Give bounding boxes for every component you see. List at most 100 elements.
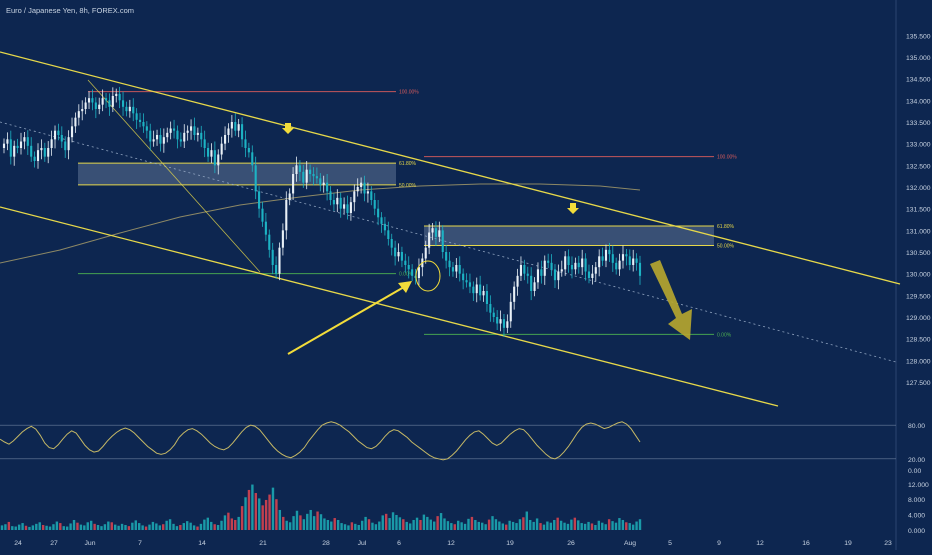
volume-bar [611,521,614,530]
volume-bar [525,511,529,530]
volume-bar [501,523,504,530]
candle [288,193,291,200]
volume-bar [422,514,426,530]
volume-bar [134,520,137,530]
volume-bar [158,525,161,530]
candle [264,221,267,235]
volume-bar [227,512,230,530]
candle [499,319,502,324]
candle [326,182,329,192]
volume-bar [398,517,402,530]
volume-bar [69,523,72,530]
time-tick-label: 28 [322,540,330,547]
volume-bar [415,517,419,530]
volume-bar [14,526,17,530]
volume-bar [446,521,450,530]
candle [594,267,597,274]
volume-bar [93,523,96,530]
volume-bar [432,521,436,530]
volume-bar [563,522,566,530]
volume-bar [21,523,24,530]
volume-bar [481,522,484,530]
candle [135,113,138,120]
candle [472,286,475,294]
candle [400,252,403,261]
volume-bar [515,523,518,530]
price-tick-label: 129.500 [906,293,931,300]
volume-tick-label: 12.000 [908,482,929,489]
candle [169,128,172,133]
candle [213,150,216,166]
volume-bar [275,499,278,530]
volume-bar [535,518,539,530]
volume-bar [258,498,261,530]
volume-bar [391,512,395,530]
volume-bar [175,526,179,530]
volume-bar [244,497,247,530]
time-tick-label: 9 [717,540,721,547]
chart-title: Euro / Japanese Yen, 8h, FOREX.com [6,6,134,15]
candle [509,301,512,322]
volume-bar [384,513,388,530]
candle [30,145,33,157]
candle [149,130,152,142]
candle [166,132,169,138]
candle [540,269,543,276]
volume-bar [196,526,199,530]
lower-trendline [0,206,779,407]
candle [98,104,101,109]
volume-tick-label: 8.000 [908,497,925,504]
candle [343,204,346,209]
candle [581,258,584,268]
candle [638,262,642,276]
candle [40,148,43,151]
volume-bar [347,525,350,530]
candle [502,319,506,328]
volume-bar [628,523,631,530]
candle [516,275,519,287]
candle [278,247,281,274]
candle [315,176,318,179]
volume-bar [402,519,405,530]
candle [271,249,274,265]
candle [81,109,84,112]
candle [258,191,261,209]
fib-anchor-line [87,79,261,273]
volume-bar [144,526,148,530]
volume-bar [354,523,357,530]
volume-bar [498,521,501,530]
candle [560,269,563,272]
volume-bar [59,523,62,530]
volume-bar [179,524,182,530]
volume-bar [357,524,360,530]
volume-bar [17,524,21,530]
candle [632,258,635,265]
candle [247,148,250,153]
candle [118,93,121,101]
price-tick-label: 131.500 [906,207,931,214]
volume-bar [312,516,316,530]
osc-tick-label: 20.00 [908,457,925,464]
volume-bar [542,524,546,530]
candle [2,143,6,148]
volume-bar [162,524,165,530]
volume-bar [186,521,189,530]
volume-bar [110,522,113,530]
candle [312,174,315,177]
volume-bar [11,526,14,530]
volume-bar [518,519,522,530]
candle [513,286,516,302]
candle [176,130,179,140]
volume-bar [247,489,251,530]
volume-bar [282,516,285,530]
candle [23,137,26,142]
candle [475,284,478,294]
price-tick-label: 134.500 [906,77,931,84]
volume-bar [553,519,556,530]
price-tick-label: 130.500 [906,250,931,257]
candle [604,249,608,261]
volume-bar [237,516,240,530]
candle [183,132,186,142]
volume-bar [31,525,35,530]
